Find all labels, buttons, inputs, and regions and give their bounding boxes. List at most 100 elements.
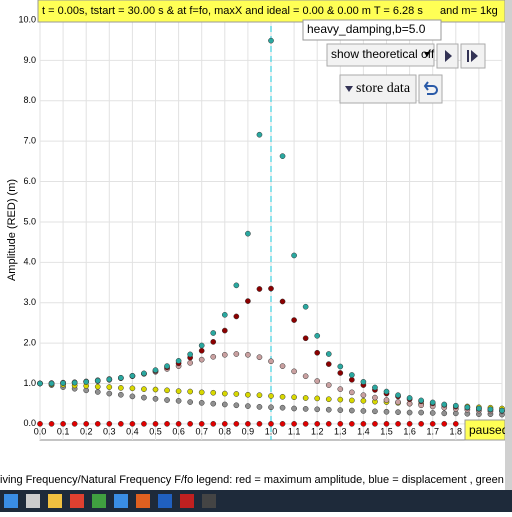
y-tick-label: 9.0 bbox=[23, 55, 36, 65]
app-icon[interactable] bbox=[136, 494, 150, 508]
data-point bbox=[429, 399, 436, 406]
app-icon[interactable] bbox=[180, 494, 194, 508]
data-point bbox=[245, 403, 251, 409]
data-point bbox=[233, 282, 240, 289]
data-point bbox=[60, 420, 66, 427]
data-point bbox=[337, 370, 344, 376]
data-point bbox=[441, 420, 448, 427]
data-point bbox=[221, 420, 228, 427]
data-point bbox=[141, 394, 147, 401]
preset-label: heavy_damping,b=5.0 bbox=[307, 22, 426, 36]
data-point bbox=[221, 351, 228, 358]
data-point bbox=[221, 390, 228, 397]
data-point bbox=[187, 360, 193, 366]
data-point bbox=[372, 394, 378, 401]
data-point bbox=[325, 406, 332, 413]
app-icon[interactable] bbox=[48, 494, 62, 508]
data-point bbox=[175, 358, 182, 364]
data-point bbox=[395, 399, 401, 405]
data-point bbox=[198, 389, 205, 396]
data-point bbox=[152, 420, 159, 427]
app-icon[interactable] bbox=[70, 494, 84, 508]
data-point bbox=[302, 373, 309, 380]
x-tick-label: 0.7 bbox=[195, 426, 208, 436]
data-point bbox=[129, 393, 136, 400]
y-tick-label: 10.0 bbox=[18, 14, 36, 24]
app-icon[interactable] bbox=[26, 494, 40, 508]
data-point bbox=[94, 420, 101, 427]
data-point bbox=[106, 384, 113, 390]
data-point bbox=[499, 407, 505, 414]
data-point bbox=[441, 401, 448, 408]
data-point bbox=[187, 351, 193, 358]
data-point bbox=[464, 404, 471, 411]
data-point bbox=[48, 380, 55, 387]
data-point bbox=[187, 420, 193, 427]
reset-button[interactable] bbox=[418, 74, 443, 104]
data-point bbox=[245, 230, 251, 237]
data-point bbox=[406, 420, 413, 427]
data-point bbox=[395, 420, 401, 427]
x-tick-label: 1.6 bbox=[403, 426, 416, 436]
data-point bbox=[198, 356, 205, 363]
data-point bbox=[256, 392, 263, 399]
preset-field[interactable] bbox=[302, 19, 442, 41]
data-point bbox=[94, 377, 101, 384]
data-point bbox=[233, 313, 240, 320]
data-point bbox=[302, 420, 309, 427]
data-point bbox=[406, 395, 413, 401]
data-point bbox=[383, 397, 390, 403]
data-point bbox=[314, 332, 321, 339]
data-point bbox=[221, 327, 228, 334]
data-point bbox=[245, 351, 251, 358]
data-point bbox=[418, 409, 424, 416]
data-point bbox=[476, 405, 482, 412]
start-icon[interactable] bbox=[4, 494, 18, 508]
x-tick-label: 1.7 bbox=[426, 426, 439, 436]
data-point bbox=[337, 363, 344, 370]
theory-select-label: show theoretical off bbox=[331, 47, 435, 61]
data-point bbox=[314, 349, 321, 356]
data-point bbox=[406, 409, 413, 416]
data-point bbox=[164, 363, 170, 369]
data-point bbox=[141, 370, 147, 377]
data-point bbox=[360, 379, 367, 385]
x-tick-label: 0.8 bbox=[219, 426, 232, 436]
app-icon[interactable] bbox=[158, 494, 172, 508]
status-right: and m= 1kg bbox=[440, 5, 498, 17]
data-point bbox=[279, 393, 286, 400]
data-point bbox=[256, 131, 263, 138]
y-tick-label: 8.0 bbox=[23, 95, 36, 105]
app-icon[interactable] bbox=[92, 494, 106, 508]
data-point bbox=[325, 382, 332, 388]
data-point bbox=[198, 399, 205, 406]
data-point bbox=[106, 390, 113, 397]
data-point bbox=[360, 408, 367, 414]
data-point bbox=[372, 384, 378, 391]
y-tick-label: 4.0 bbox=[23, 257, 36, 267]
data-point bbox=[129, 372, 136, 379]
data-point bbox=[418, 420, 424, 427]
x-tick-label: 1.2 bbox=[311, 426, 324, 436]
data-point bbox=[337, 386, 344, 392]
data-point bbox=[152, 386, 159, 393]
store-button[interactable] bbox=[339, 74, 417, 104]
data-point bbox=[164, 420, 170, 427]
data-point bbox=[37, 380, 43, 387]
app-icon[interactable] bbox=[114, 494, 128, 508]
x-tick-label: 1.3 bbox=[334, 426, 347, 436]
data-point bbox=[268, 285, 274, 292]
data-point bbox=[210, 339, 217, 345]
data-point bbox=[337, 407, 344, 413]
theory-select[interactable] bbox=[326, 43, 435, 67]
data-point bbox=[198, 347, 205, 354]
data-point bbox=[302, 395, 309, 401]
data-point bbox=[302, 406, 309, 412]
data-point bbox=[221, 401, 228, 408]
app-icon[interactable] bbox=[202, 494, 216, 508]
data-point bbox=[279, 404, 286, 411]
data-point bbox=[314, 420, 321, 427]
x-tick-label: 1.8 bbox=[450, 426, 463, 436]
data-point bbox=[210, 389, 217, 396]
